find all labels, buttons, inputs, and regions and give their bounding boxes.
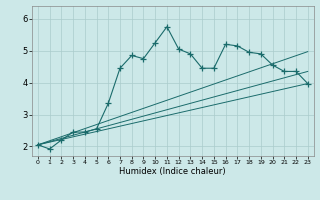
X-axis label: Humidex (Indice chaleur): Humidex (Indice chaleur) (119, 167, 226, 176)
